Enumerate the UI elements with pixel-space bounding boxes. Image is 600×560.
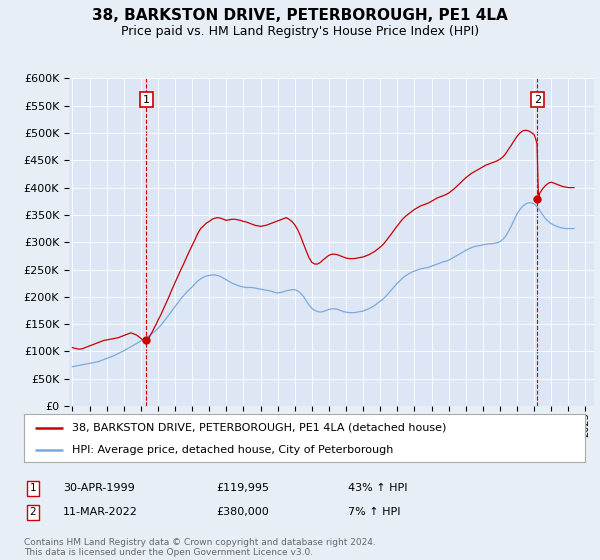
Text: 2: 2 xyxy=(29,507,37,517)
Text: Price paid vs. HM Land Registry's House Price Index (HPI): Price paid vs. HM Land Registry's House … xyxy=(121,25,479,38)
Text: 7% ↑ HPI: 7% ↑ HPI xyxy=(348,507,401,517)
Text: 2: 2 xyxy=(534,95,541,105)
Text: 11-MAR-2022: 11-MAR-2022 xyxy=(63,507,138,517)
Text: 38, BARKSTON DRIVE, PETERBOROUGH, PE1 4LA: 38, BARKSTON DRIVE, PETERBOROUGH, PE1 4L… xyxy=(92,8,508,24)
Text: £119,995: £119,995 xyxy=(216,483,269,493)
Text: 1: 1 xyxy=(29,483,37,493)
Text: 43% ↑ HPI: 43% ↑ HPI xyxy=(348,483,407,493)
Text: £380,000: £380,000 xyxy=(216,507,269,517)
Text: HPI: Average price, detached house, City of Peterborough: HPI: Average price, detached house, City… xyxy=(71,445,393,455)
Text: 30-APR-1999: 30-APR-1999 xyxy=(63,483,135,493)
Text: 1: 1 xyxy=(143,95,150,105)
Text: Contains HM Land Registry data © Crown copyright and database right 2024.
This d: Contains HM Land Registry data © Crown c… xyxy=(24,538,376,557)
Text: 38, BARKSTON DRIVE, PETERBOROUGH, PE1 4LA (detached house): 38, BARKSTON DRIVE, PETERBOROUGH, PE1 4L… xyxy=(71,423,446,433)
